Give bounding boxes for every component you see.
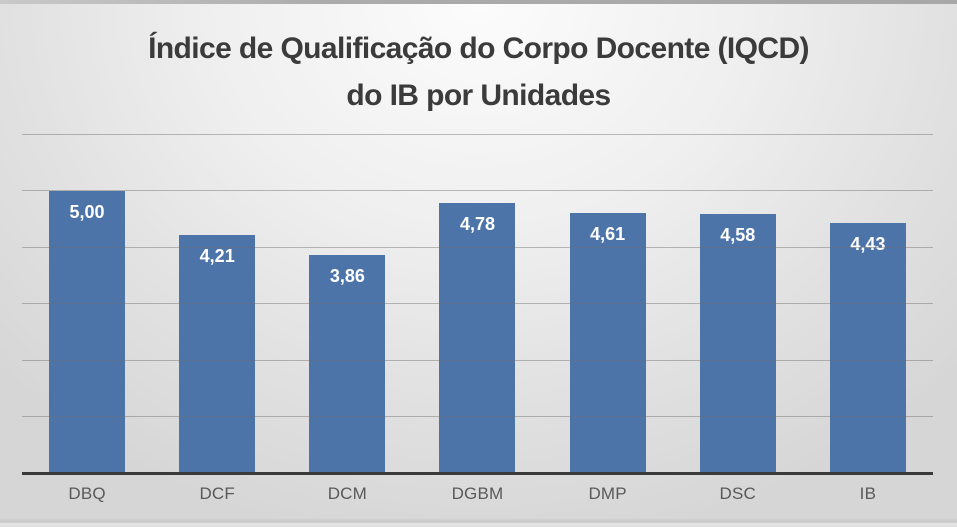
bar-value-label: 4,21	[199, 246, 235, 267]
bar-value-label: 4,78	[459, 213, 495, 234]
bar-group: 4,78	[412, 134, 542, 473]
bar-value-label: 4,58	[720, 225, 756, 246]
chart-title: Índice de Qualificação do Corpo Docente …	[0, 25, 957, 119]
bars-container: 5,00 4,21 3,86 4,78 4,61 4,58 4,43	[22, 134, 933, 473]
category-label: DSC	[719, 484, 757, 503]
chart-title-line1: Índice de Qualificação do Corpo Docente …	[148, 32, 809, 65]
slide-bottom-edge	[0, 518, 957, 527]
bar-group: 4,61	[543, 134, 673, 473]
x-axis-line	[22, 472, 933, 475]
category-label: DCF	[199, 484, 235, 503]
bar: 3,86	[309, 254, 386, 473]
bar-group: 4,58	[673, 134, 803, 473]
plot-area: 5,00 4,21 3,86 4,78 4,61 4,58 4,43	[22, 133, 933, 475]
bar-group: 5,00	[22, 134, 152, 473]
bar-group: 3,86	[282, 134, 412, 473]
category-label: DBQ	[68, 484, 106, 503]
bar: 4,21	[179, 235, 256, 473]
bar: 4,61	[569, 212, 646, 473]
bar: 5,00	[49, 190, 126, 473]
bar-group: 4,43	[803, 134, 933, 473]
x-axis-labels: DBQ DCF DCM DGBM DMP DSC IB	[22, 484, 933, 504]
slide-top-edge	[0, 0, 957, 4]
bar: 4,78	[439, 202, 516, 473]
category-label: DGBM	[451, 484, 504, 503]
bar-value-label: 4,61	[590, 223, 626, 244]
bar-value-label: 5,00	[69, 201, 105, 222]
category-label: DCM	[327, 484, 368, 503]
category-label: DMP	[588, 484, 627, 503]
chart-title-line2: do IB por Unidades	[346, 79, 611, 112]
category-label: IB	[859, 484, 877, 503]
bar: 4,43	[829, 222, 906, 473]
bar-group: 4,21	[152, 134, 282, 473]
bar-value-label: 4,43	[850, 233, 886, 254]
bar-value-label: 3,86	[329, 265, 365, 286]
bar: 4,58	[699, 214, 776, 473]
